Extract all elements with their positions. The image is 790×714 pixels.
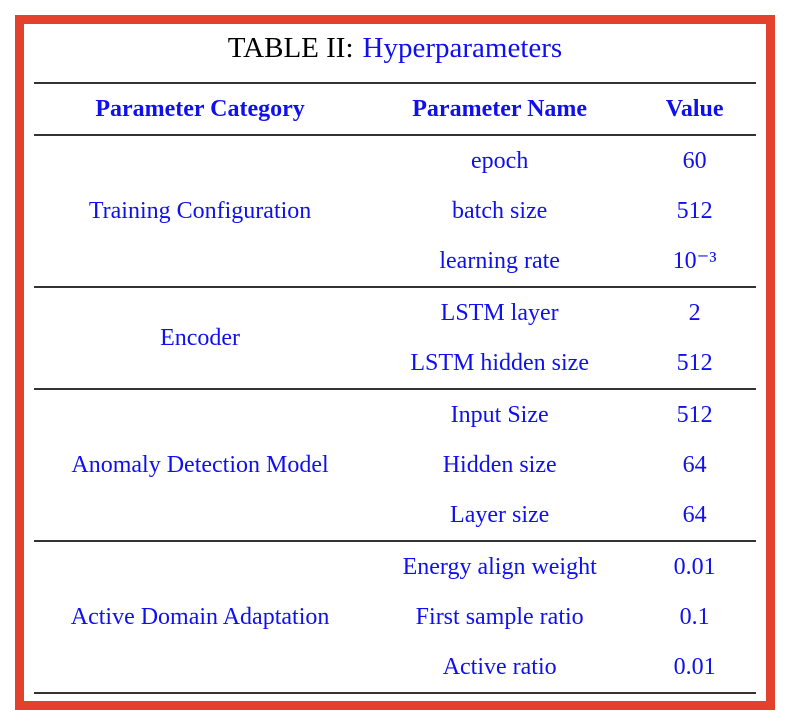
- param-name-cell: Hidden size: [442, 452, 557, 478]
- category-cell: Encoder: [34, 286, 367, 389]
- param-value-cell: 0.01: [633, 540, 756, 592]
- param-name-cell: batch size: [452, 198, 548, 224]
- param-value-cell: 60: [682, 148, 707, 174]
- section-active-domain-adaptation: Active Domain Adaptation Energy align we…: [34, 540, 756, 693]
- table-row: Hidden size 64: [34, 440, 756, 490]
- param-name-cell: LSTM layer: [366, 286, 634, 338]
- param-value-cell: 512: [676, 350, 713, 376]
- table-row: Encoder LSTM layer 2: [34, 286, 756, 389]
- table-caption: TABLE II: Hyperparameters: [24, 24, 766, 66]
- category-cell: Anomaly Detection Model: [34, 388, 367, 541]
- header-value: Value: [633, 83, 756, 136]
- category-cell: Active Domain Adaptation: [34, 540, 367, 693]
- header-parameter-name: Parameter Name: [366, 83, 634, 136]
- page-title: Hyperparameters: [362, 32, 563, 64]
- table-number: TABLE II:: [227, 32, 354, 64]
- param-name-cell: Input Size: [366, 388, 634, 440]
- table-header: Parameter Category Parameter Name Value: [34, 83, 756, 136]
- table-row: Anomaly Detection Model Input Size 512: [34, 388, 756, 541]
- param-value-cell: 64: [682, 452, 707, 478]
- hyperparameters-table: Parameter Category Parameter Name Value …: [34, 82, 756, 694]
- section-training-configuration: Training Configuration epoch 60 batch si…: [34, 135, 756, 287]
- param-name-cell: Energy align weight: [366, 540, 634, 592]
- table-row: Layer size 64: [34, 490, 756, 541]
- section-anomaly-detection-model: Anomaly Detection Model Input Size 512 H…: [34, 388, 756, 541]
- param-value-cell: 512: [676, 198, 713, 224]
- category-cell: Training Configuration: [88, 198, 312, 224]
- param-value-cell: 512: [633, 388, 756, 440]
- param-value-cell: 10⁻³: [672, 248, 717, 274]
- table-row: batch size 512: [34, 186, 756, 236]
- header-parameter-category: Parameter Category: [34, 83, 367, 136]
- param-name-cell: learning rate: [439, 248, 560, 274]
- param-name-cell: Layer size: [450, 502, 550, 528]
- table-row: First sample ratio 0.1: [34, 592, 756, 642]
- section-encoder: Encoder LSTM layer 2 LSTM hidden size 51…: [34, 286, 756, 389]
- paper-table-frame: TABLE II: Hyperparameters Parameter Categ…: [15, 15, 775, 710]
- param-value-cell: 0.1: [679, 604, 710, 630]
- param-value-cell: 2: [633, 286, 756, 338]
- table-row: Training Configuration epoch 60: [34, 135, 756, 224]
- table-row: Active ratio 0.01: [34, 642, 756, 693]
- param-value-cell: 64: [682, 502, 707, 528]
- table-row: Active Domain Adaptation Energy align we…: [34, 540, 756, 693]
- table-row: learning rate 10⁻³: [34, 236, 756, 287]
- param-name-cell: First sample ratio: [415, 604, 584, 630]
- param-value-cell: 0.01: [673, 654, 716, 680]
- param-name-cell: Active ratio: [442, 654, 557, 680]
- param-name-cell: LSTM hidden size: [410, 350, 589, 376]
- table-row: LSTM hidden size 512: [34, 338, 756, 389]
- param-name-cell: epoch: [471, 148, 529, 174]
- header-row: Parameter Category Parameter Name Value: [34, 83, 756, 136]
